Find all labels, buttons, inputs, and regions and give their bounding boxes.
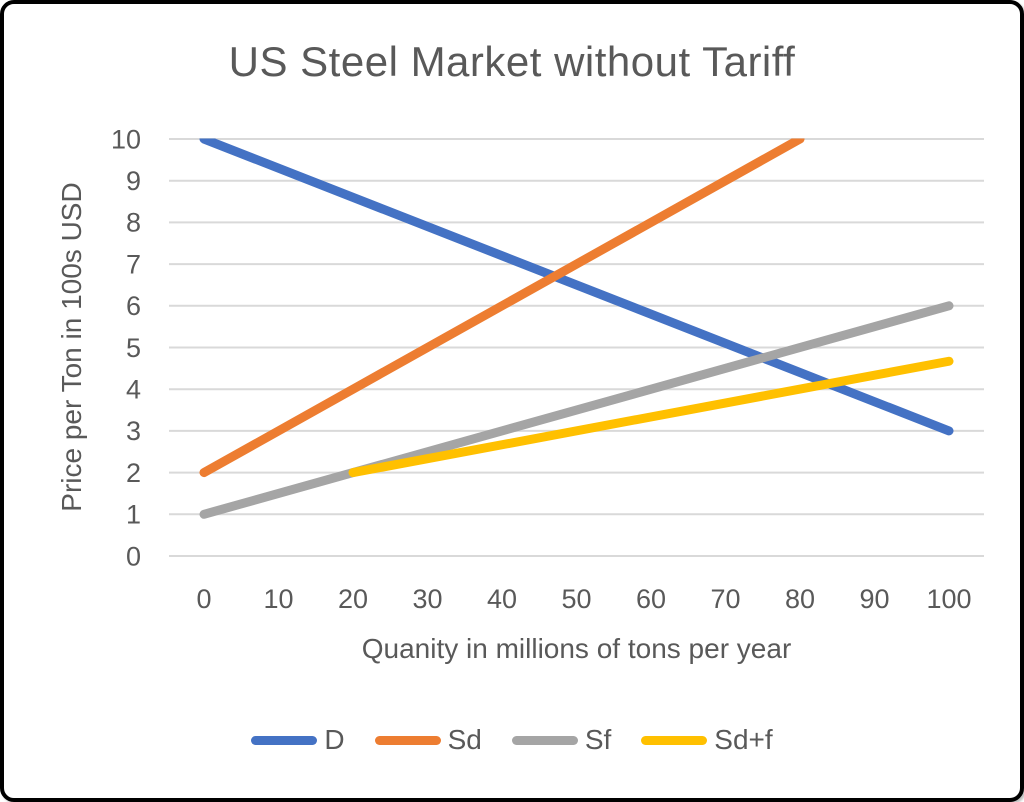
x-tick-label: 80: [785, 584, 815, 614]
legend-swatch-D: [251, 735, 318, 745]
chart-title: US Steel Market without Tariff: [228, 38, 796, 85]
x-tick-label: 90: [859, 584, 889, 614]
x-axis-title: Quanity in millions of tons per year: [361, 633, 792, 664]
y-tick-label: 0: [126, 541, 141, 571]
series-line-Sd+f: [348, 356, 954, 478]
series-line-Sd: [199, 138, 805, 478]
series-lines: [199, 138, 954, 519]
y-tick-label: 2: [126, 458, 141, 488]
series-line-Sf: [199, 301, 954, 519]
y-tick-label: 5: [126, 333, 141, 363]
legend-swatch-Sf: [511, 735, 578, 745]
x-tick-label: 50: [561, 584, 591, 614]
gridlines: [169, 138, 984, 557]
legend-swatch-Sd+f: [641, 735, 708, 745]
x-tick-label: 40: [487, 584, 517, 614]
y-tick-label: 7: [126, 249, 141, 279]
legend-label: Sd+f: [714, 724, 773, 755]
legend-item-Sd+f: Sd+f: [641, 724, 773, 756]
y-tick-label: 3: [126, 416, 141, 446]
legend-item-Sd: Sd: [374, 724, 482, 756]
legend-swatch-Sd: [374, 735, 441, 745]
x-tick-label: 60: [636, 584, 666, 614]
x-tick-label: 0: [196, 584, 211, 614]
y-tick-label: 9: [126, 166, 141, 196]
y-tick-label: 6: [126, 291, 141, 321]
x-tick-label: 20: [338, 584, 368, 614]
legend-label: Sf: [584, 724, 612, 755]
x-tick-label: 30: [412, 584, 442, 614]
legend-item-D: D: [251, 724, 345, 756]
legend: D Sd Sf Sd+f: [4, 724, 1020, 756]
x-tick-label: 100: [926, 584, 971, 614]
legend-item-Sf: Sf: [511, 724, 612, 756]
y-tick-label: 10: [111, 124, 141, 154]
x-tick-label: 70: [710, 584, 740, 614]
x-tick-label: 10: [263, 584, 293, 614]
y-tick-label: 4: [126, 375, 141, 405]
legend-label: D: [324, 724, 345, 755]
y-tick-label: 8: [126, 208, 141, 238]
series-line-D: [199, 138, 954, 436]
legend-label: Sd: [447, 724, 482, 755]
y-tick-label: 1: [126, 500, 141, 530]
